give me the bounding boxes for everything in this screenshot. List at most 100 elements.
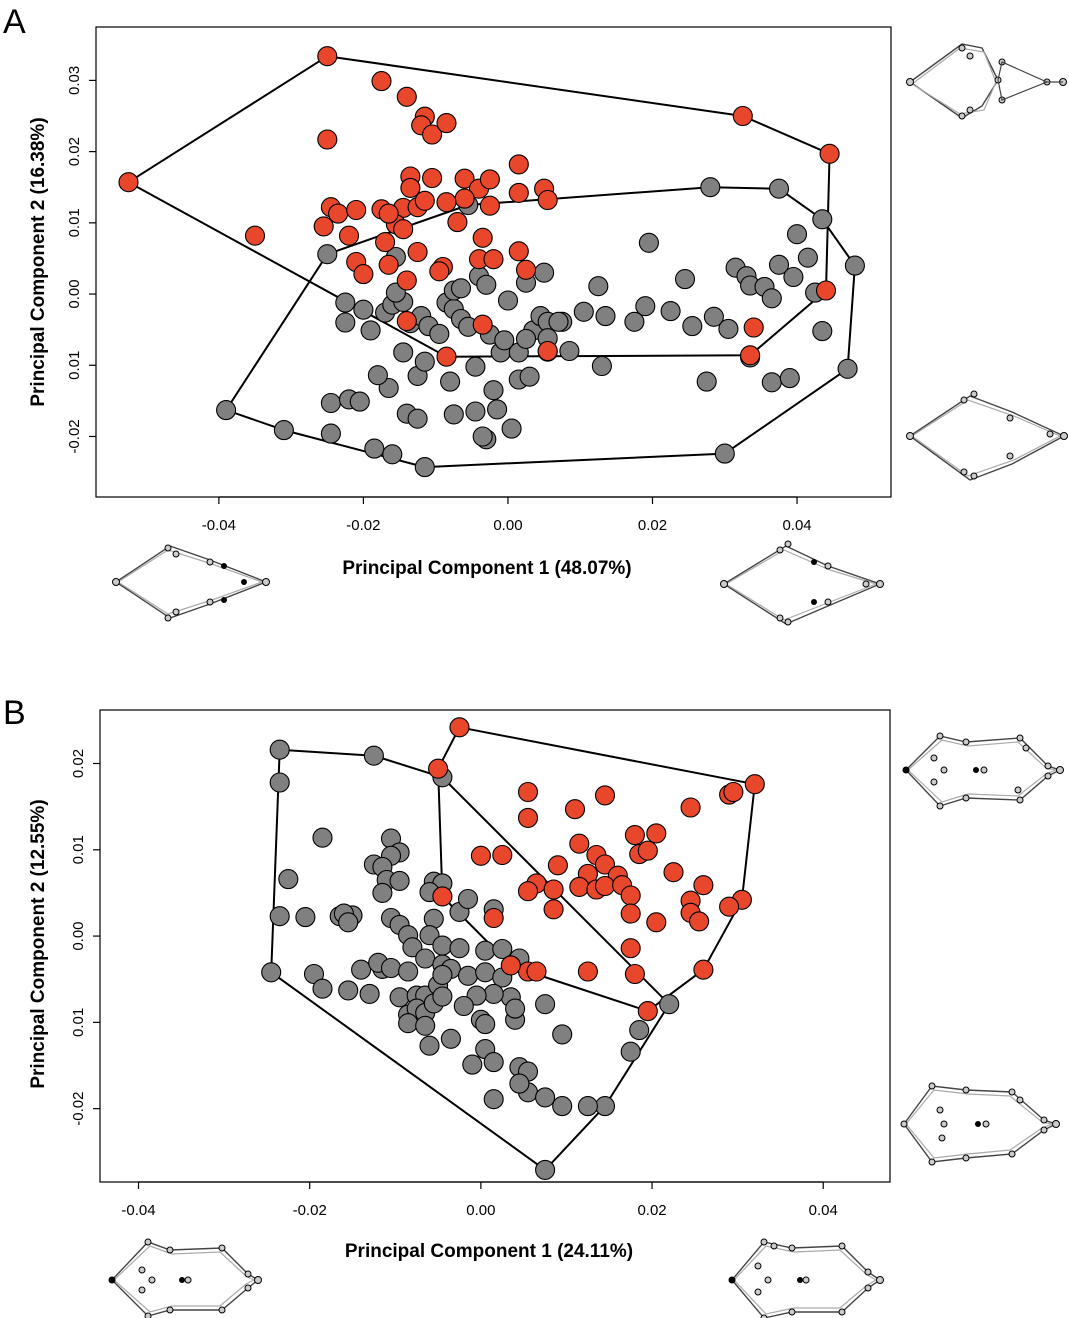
panel-a-point	[718, 318, 739, 339]
panel-a-y-tick-label: 0.01	[66, 351, 83, 380]
panel-b-point	[415, 948, 436, 969]
panel-a-points	[118, 46, 865, 478]
panel-b-point	[492, 938, 513, 960]
panel-b-x-tick-label: 0.04	[809, 1202, 838, 1219]
panel-a-point	[714, 443, 735, 464]
panel-a-point	[429, 261, 450, 282]
panel-a-point	[660, 301, 681, 322]
panel-a-x-tick-label: -0.04	[202, 517, 236, 534]
panel-b-point	[449, 938, 470, 959]
panel-b-point	[432, 935, 453, 956]
panel-a-point	[819, 143, 840, 164]
panel-b-point	[428, 758, 449, 779]
panel-b-point	[351, 959, 372, 980]
panel-b-x-tick-label: 0.00	[466, 1202, 495, 1219]
panel-b-point	[646, 823, 667, 844]
panel-a-point	[317, 129, 338, 150]
panel-b-y-tick-label: -0.02	[70, 1092, 87, 1126]
panel-b: B -0.04 -0.02 0.00 0.02 0.04 -0.02 0.01 0.00 0.…	[3, 694, 1064, 1318]
landmark-shape-icon	[108, 1238, 262, 1318]
panel-a-point	[320, 392, 341, 414]
panel-a-point	[700, 177, 721, 198]
panel-b-point	[483, 907, 504, 929]
panel-a-x-axis: -0.04 -0.02 0.00 0.02 0.04	[202, 496, 812, 534]
panel-a-point	[483, 249, 504, 270]
panel-a-point	[346, 199, 367, 221]
landmark-shape-icon	[900, 1082, 1060, 1166]
panel-a-point	[396, 270, 417, 291]
panel-b-point	[620, 938, 641, 959]
panel-b-point	[569, 833, 590, 854]
panel-b-hull-0	[437, 726, 756, 1013]
panel-b-point	[338, 912, 359, 933]
panel-b-point	[594, 785, 616, 806]
panel-a-point	[768, 178, 790, 199]
panel-b-y-axis: -0.02 0.01 0.00 0.01 0.02	[70, 749, 100, 1126]
panel-a-point	[815, 280, 837, 301]
panel-a-point	[479, 195, 500, 216]
panel-b-x-tick-label: 0.02	[637, 1202, 666, 1219]
panel-a-point	[732, 105, 753, 127]
panel-a-point	[588, 276, 609, 297]
panel-b-point	[594, 875, 616, 897]
panel-a-point	[443, 404, 464, 425]
panel-a-point	[786, 224, 808, 245]
panel-a-point	[591, 355, 612, 377]
panel-b-point	[693, 959, 714, 980]
landmark-shape-icon	[902, 732, 1064, 810]
panel-a-x-tick-label: 0.00	[493, 517, 522, 534]
panel-a-point	[335, 292, 356, 313]
panel-a-point	[360, 320, 381, 341]
panel-b-point	[543, 879, 564, 900]
panel-b-point	[680, 797, 701, 818]
panel-b-point	[261, 962, 282, 983]
panel-a-point	[396, 86, 417, 107]
panel-b-x-axis: -0.04 -0.02 0.00 0.02 0.04	[121, 1181, 838, 1219]
panel-a-point	[638, 232, 659, 253]
panel-b-point	[535, 1087, 556, 1108]
panel-b-point	[564, 799, 586, 820]
panel-a-point	[349, 391, 370, 412]
panel-a-point	[837, 358, 858, 379]
panel-b-point	[620, 903, 641, 924]
panel-a-point	[559, 340, 580, 362]
panel-b-point	[569, 876, 590, 897]
panel-a-point	[537, 189, 558, 211]
panel-a-hull-1	[225, 186, 856, 469]
panel-b-point	[624, 963, 645, 985]
panel-a-point	[320, 423, 341, 444]
panel-a-point	[393, 342, 414, 363]
panel-b-point	[693, 875, 714, 896]
panel-a-x-tick-label: 0.02	[638, 517, 667, 534]
panel-a-point	[378, 254, 399, 275]
panel-b-point	[415, 1015, 436, 1036]
panel-b-point	[380, 957, 402, 979]
panel-b-y-tick-label: 0.02	[70, 749, 87, 778]
panel-b-point	[719, 896, 740, 917]
panel-b-hulls	[270, 726, 756, 1171]
panel-a-point	[414, 190, 435, 211]
panel-b-point	[432, 886, 453, 907]
panel-b-point	[646, 912, 667, 933]
wireframe-shape-icon	[112, 544, 270, 622]
panel-a-y-tick-label: 0.01	[66, 208, 83, 237]
panel-b-x-tick-label: -0.04	[121, 1202, 155, 1219]
panel-a-point	[508, 241, 529, 262]
panel-a-point	[740, 345, 761, 366]
panel-b-point	[744, 774, 765, 795]
panel-a-point	[465, 356, 486, 377]
panel-b-point	[462, 1054, 483, 1075]
panel-a-point	[436, 113, 457, 134]
panel-b-point	[389, 870, 410, 891]
panel-b-point	[432, 986, 453, 1007]
panel-b-point	[517, 781, 539, 803]
panel-a-point	[483, 380, 504, 401]
panel-a-point	[454, 188, 475, 209]
panel-b-point	[419, 1035, 440, 1056]
panel-a-y-tick-label: 0.03	[66, 66, 83, 95]
panel-b-point	[594, 854, 616, 875]
panel-a-point	[407, 241, 428, 263]
panel-b-point	[295, 907, 316, 928]
panel-a-point	[429, 323, 450, 344]
